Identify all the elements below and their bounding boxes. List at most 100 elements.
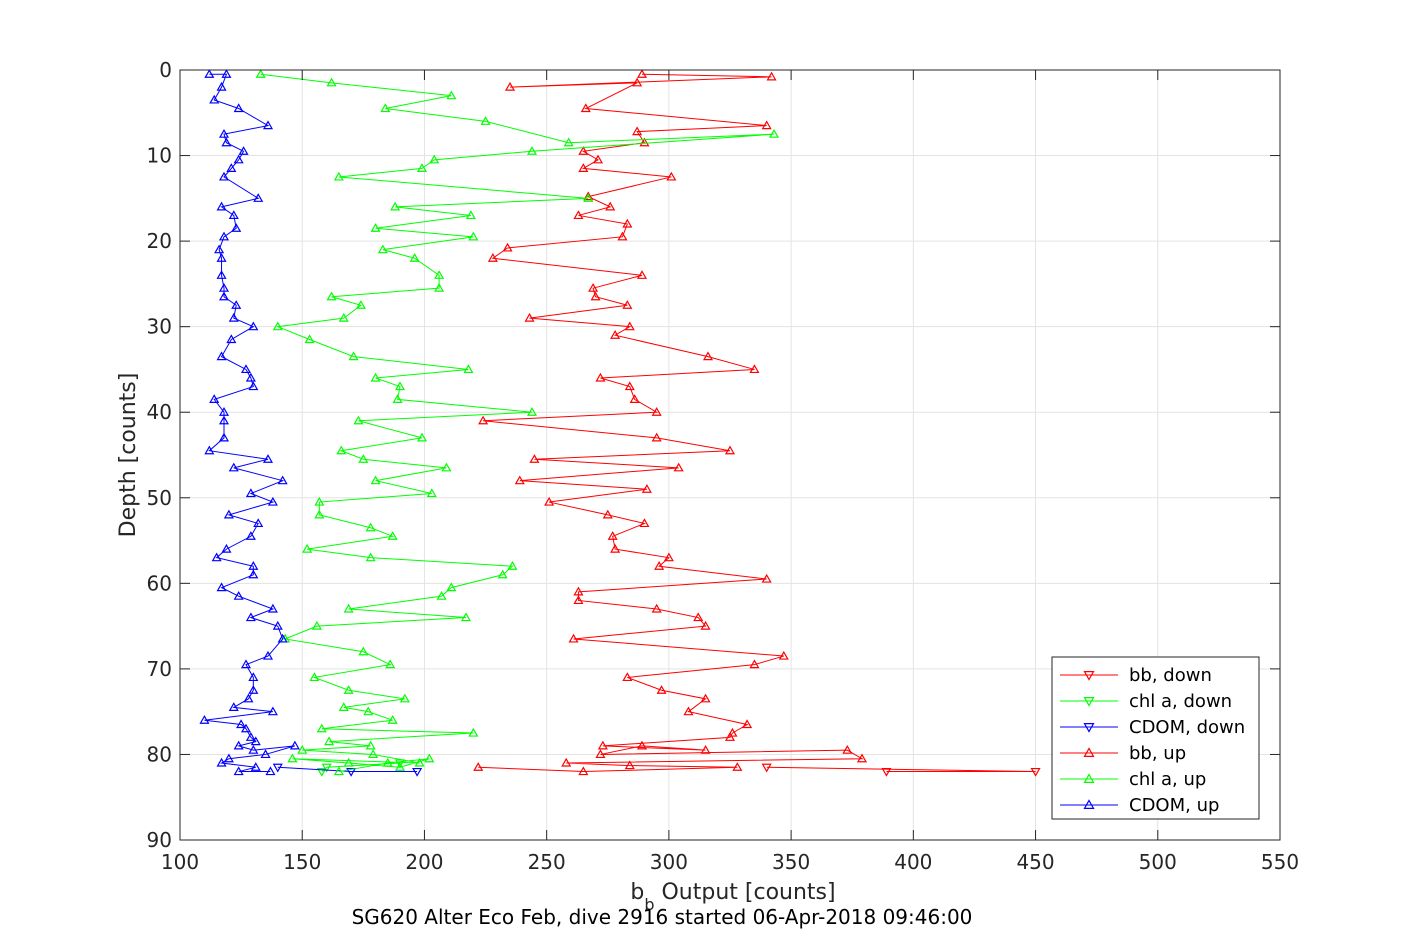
legend-label: CDOM, down xyxy=(1129,717,1245,738)
data-point xyxy=(380,103,391,113)
data-point xyxy=(524,312,535,322)
data-point xyxy=(441,462,452,472)
data-point xyxy=(392,394,403,403)
data-point xyxy=(248,685,259,694)
data-point xyxy=(387,715,398,724)
x-tick-label: 250 xyxy=(528,850,566,874)
y-tick-label: 80 xyxy=(147,742,172,766)
data-point xyxy=(248,381,259,391)
data-point xyxy=(526,146,538,155)
data-point xyxy=(245,372,256,382)
data-point xyxy=(204,69,215,78)
series-cdom-up xyxy=(199,69,300,776)
data-point xyxy=(856,753,868,763)
data-point xyxy=(343,757,354,767)
data-point xyxy=(724,732,736,741)
data-point xyxy=(228,462,239,472)
data-point xyxy=(250,762,261,771)
legend-entry: chl a, up xyxy=(1060,769,1206,790)
data-point xyxy=(253,193,264,202)
data-point xyxy=(568,633,579,643)
data-point xyxy=(223,509,234,519)
data-point xyxy=(629,394,640,403)
data-point xyxy=(683,706,694,716)
data-point xyxy=(624,381,635,391)
x-tick-label: 300 xyxy=(650,850,688,874)
data-point xyxy=(233,103,244,113)
data-point xyxy=(580,103,591,113)
axis-ticks: 100 150 200 250 300 350 400 450 500 550 0 10 20 30 40 5… xyxy=(147,58,1300,874)
data-point xyxy=(262,120,274,130)
data-point xyxy=(412,767,423,777)
data-point xyxy=(514,475,525,485)
data-point xyxy=(416,163,428,172)
data-point xyxy=(761,120,772,130)
data-point xyxy=(311,620,322,630)
data-point xyxy=(289,740,300,750)
data-point xyxy=(742,719,753,729)
data-point xyxy=(465,210,476,220)
series-line xyxy=(204,73,296,773)
data-point xyxy=(416,432,428,442)
data-point xyxy=(214,244,225,254)
y-tick-label: 20 xyxy=(147,229,172,253)
legend-marker xyxy=(1083,723,1095,733)
data-point xyxy=(761,763,772,773)
data-point xyxy=(348,351,359,361)
data-point xyxy=(480,116,491,125)
data-point xyxy=(248,561,259,570)
data-point xyxy=(624,321,635,331)
data-point xyxy=(563,137,574,147)
y-axis-label: Depth [counts] xyxy=(116,373,141,538)
data-point xyxy=(622,218,633,228)
data-point xyxy=(209,94,220,104)
data-point xyxy=(218,432,230,442)
x-tick-label: 350 xyxy=(772,850,810,874)
data-point xyxy=(502,242,513,252)
data-point xyxy=(216,270,227,279)
data-point xyxy=(578,766,589,776)
data-point xyxy=(561,757,572,767)
data-point xyxy=(240,723,252,733)
plot-frame xyxy=(179,69,1281,841)
data-point xyxy=(583,193,594,202)
data-point xyxy=(700,744,711,754)
data-point xyxy=(394,762,406,771)
data-point xyxy=(248,321,259,331)
data-point xyxy=(287,753,298,763)
data-point xyxy=(248,672,259,682)
data-point xyxy=(218,282,230,292)
data-point xyxy=(204,445,215,455)
data-point xyxy=(573,586,584,596)
data-point xyxy=(250,736,261,746)
data-point xyxy=(595,372,606,382)
x-tick-label: 200 xyxy=(405,850,443,874)
legend-entry: chl a, down xyxy=(1060,691,1232,712)
data-point xyxy=(473,762,484,771)
data-point xyxy=(231,300,242,309)
x-tick-label: 450 xyxy=(1016,850,1054,874)
y-tick-label: 40 xyxy=(147,400,172,424)
data-point xyxy=(218,407,230,416)
x-tick-label: 100 xyxy=(161,850,199,874)
data-point xyxy=(316,767,327,777)
x-tick-label: 150 xyxy=(283,850,321,874)
data-point xyxy=(544,496,555,506)
data-point xyxy=(262,454,274,463)
series-bb-up xyxy=(473,69,868,776)
data-point xyxy=(297,744,308,754)
data-point xyxy=(336,445,347,455)
data-point xyxy=(228,702,239,711)
data-point xyxy=(394,759,406,769)
data-point xyxy=(673,462,684,472)
data-point xyxy=(761,573,772,583)
data-point xyxy=(272,620,283,630)
data-point xyxy=(592,154,604,164)
data-point xyxy=(338,702,349,711)
data-point xyxy=(385,659,396,669)
data-point xyxy=(654,561,665,570)
data-point xyxy=(778,650,789,660)
data-point xyxy=(209,394,220,403)
data-point xyxy=(248,569,259,579)
